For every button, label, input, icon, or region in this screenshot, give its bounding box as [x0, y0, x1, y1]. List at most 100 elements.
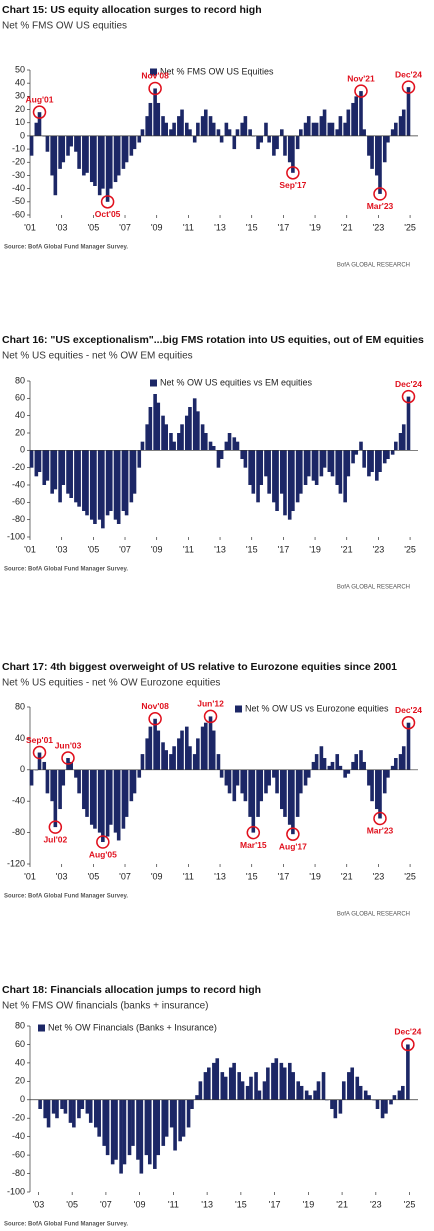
- bar: [211, 730, 216, 770]
- bar: [72, 1099, 76, 1128]
- bar: [208, 716, 213, 770]
- bar: [299, 769, 303, 794]
- bar: [398, 116, 403, 136]
- x-tick-label: '13: [214, 222, 226, 232]
- bar: [319, 746, 324, 770]
- bar: [254, 1072, 258, 1100]
- x-tick-label: '23: [373, 871, 385, 881]
- bar: [287, 1062, 292, 1100]
- bar: [66, 450, 70, 494]
- bar: [178, 1099, 182, 1142]
- bar: [306, 769, 311, 778]
- bar: [58, 135, 62, 169]
- bar: [156, 1099, 161, 1156]
- bar: [295, 135, 300, 150]
- bar: [144, 1099, 149, 1156]
- bar: [53, 769, 58, 828]
- bar: [53, 450, 58, 490]
- bar: [61, 135, 66, 163]
- bar: [401, 109, 406, 136]
- y-tick-label: -120: [7, 858, 25, 868]
- bar: [406, 1044, 410, 1100]
- bar: [196, 738, 200, 770]
- x-tick-label: '03: [56, 871, 68, 881]
- annotation-label: Sep'17: [279, 180, 306, 190]
- bar: [390, 765, 395, 770]
- bar: [389, 1099, 393, 1105]
- bar: [330, 1099, 334, 1109]
- bar: [335, 129, 340, 136]
- annotation-marker: [373, 187, 387, 201]
- bar: [181, 1099, 186, 1137]
- bar: [164, 1099, 169, 1137]
- bar: [77, 135, 81, 169]
- bar: [105, 1099, 110, 1156]
- bar: [291, 769, 295, 835]
- bar: [367, 135, 371, 156]
- bar: [60, 1099, 64, 1109]
- bar: [314, 754, 319, 770]
- annotation-marker: [286, 166, 300, 180]
- bar: [200, 726, 205, 770]
- bar: [223, 1076, 228, 1100]
- x-tick-label: '09: [151, 222, 163, 232]
- bar: [139, 1099, 144, 1174]
- bar: [77, 1099, 81, 1119]
- bar: [267, 450, 271, 494]
- bar: [341, 1081, 346, 1100]
- bar: [29, 450, 34, 468]
- chart-subtitle: Net % FMS OW US equities: [2, 21, 127, 32]
- bar: [156, 102, 161, 136]
- y-tick-label: -40: [12, 1131, 25, 1141]
- bar: [219, 135, 224, 143]
- annotation-label: Sep'01: [26, 735, 53, 745]
- bar: [195, 1095, 199, 1100]
- bar: [200, 424, 205, 451]
- bar: [153, 394, 157, 451]
- annotation-label: Oct'05: [95, 209, 121, 219]
- bar: [243, 769, 248, 802]
- bar: [61, 450, 66, 485]
- y-tick-label: 80: [15, 701, 25, 711]
- bar: [140, 129, 145, 136]
- y-tick-label: -100: [7, 1186, 25, 1196]
- y-tick-label: 40: [15, 78, 25, 88]
- x-tick-label: '23: [370, 1199, 382, 1209]
- bar: [164, 424, 168, 451]
- bar: [224, 769, 229, 786]
- bar: [211, 446, 216, 451]
- annotation-label: Dec'24: [395, 379, 422, 389]
- bar: [327, 765, 332, 770]
- bar: [306, 116, 311, 136]
- bar: [351, 102, 355, 136]
- bar: [296, 1081, 301, 1100]
- x-tick-label: '15: [235, 1199, 247, 1209]
- bar: [43, 1099, 47, 1119]
- bar: [287, 450, 292, 520]
- bar: [351, 761, 355, 770]
- bar: [280, 129, 284, 136]
- bar: [69, 450, 73, 498]
- bar: [314, 122, 319, 136]
- bar: [172, 122, 176, 136]
- bar: [121, 450, 126, 511]
- x-tick-label: '25: [404, 544, 416, 554]
- bar: [116, 135, 121, 176]
- bar: [188, 129, 192, 136]
- bar: [224, 441, 229, 451]
- bar: [359, 750, 363, 770]
- bar: [363, 1090, 368, 1100]
- bar: [394, 122, 398, 136]
- legend-swatch: [235, 705, 242, 713]
- bar: [267, 769, 271, 786]
- legend-swatch: [150, 68, 157, 76]
- bar: [303, 450, 308, 485]
- annotation-label: Mar'15: [240, 840, 267, 850]
- bar: [347, 1072, 351, 1100]
- y-tick-label: 80: [15, 1020, 25, 1030]
- y-tick-label: 0: [20, 445, 25, 455]
- y-tick-label: -20: [12, 157, 25, 167]
- bar: [180, 730, 184, 770]
- bar: [50, 450, 54, 494]
- legend-label: Net % OW US vs Eurozone equities: [245, 703, 389, 713]
